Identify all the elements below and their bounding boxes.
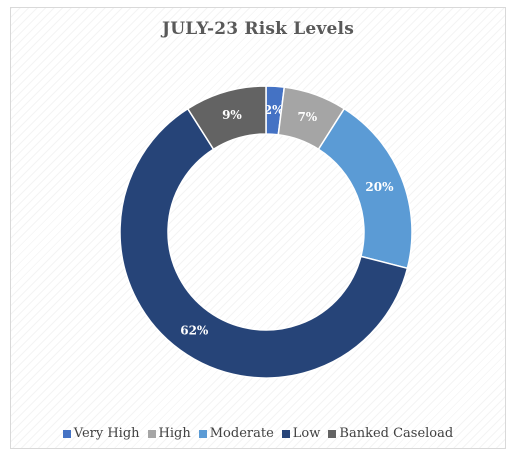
legend-item-high: High: [147, 426, 191, 441]
slice-low: [119, 107, 409, 379]
chart-legend: Very High High Moderate Low Banked Caseload: [11, 426, 505, 441]
legend-item-banked-caseload: Banked Caseload: [328, 426, 453, 441]
legend-label-moderate: Moderate: [209, 426, 274, 441]
data-label-moderate: 20%: [365, 180, 394, 194]
data-label-low: 62%: [180, 324, 209, 338]
data-label-banked-caseload: 9%: [222, 108, 242, 122]
legend-swatch-high: [147, 429, 156, 438]
data-label-very-high: 2%: [264, 103, 284, 117]
legend-item-very-high: Very High: [62, 426, 140, 441]
legend-swatch-very-high: [62, 429, 71, 438]
chart-title: JULY-23 Risk Levels: [162, 19, 354, 39]
legend-label-low: Low: [292, 426, 321, 441]
legend-item-moderate: Moderate: [198, 426, 274, 441]
slice-banked-caseload: [186, 85, 267, 151]
data-label-high: 7%: [297, 110, 317, 124]
legend-label-banked-caseload: Banked Caseload: [339, 426, 454, 441]
legend-label-high: High: [158, 426, 191, 441]
legend-swatch-low: [281, 429, 290, 438]
legend-item-low: Low: [281, 426, 321, 441]
legend-swatch-moderate: [198, 429, 207, 438]
donut-chart: 2% 7% 20% 62% 9%: [119, 85, 413, 379]
legend-label-very-high: Very High: [73, 426, 140, 441]
legend-swatch-banked-caseload: [328, 429, 337, 438]
chart-area: JULY-23 Risk Levels 2% 7% 20% 62% 9% Very Hi…: [10, 7, 506, 449]
